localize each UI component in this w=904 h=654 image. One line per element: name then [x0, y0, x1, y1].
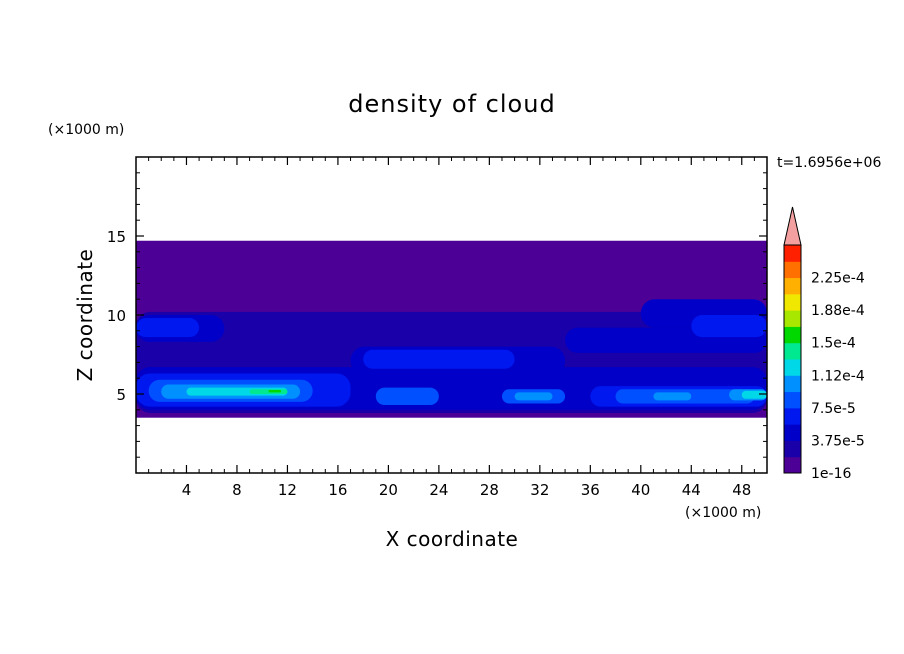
colorbar-segment-11	[784, 277, 801, 295]
x-axis-title: X coordinate	[386, 527, 519, 551]
x-tick-label: 32	[530, 481, 549, 499]
density-region-21	[741, 390, 767, 399]
chart-title: density of cloud	[348, 90, 555, 118]
x-tick-label: 20	[379, 481, 398, 499]
density-region-9	[363, 349, 515, 369]
y-tick-label: 10	[107, 307, 126, 325]
colorbar-segment-10	[784, 293, 801, 311]
density-region-13	[375, 387, 439, 406]
y-unit-label: (×1000 m)	[48, 122, 124, 138]
colorbar-label: 1.88e-4	[811, 303, 865, 319]
density-region-11	[691, 315, 767, 338]
density-region-18	[653, 392, 692, 401]
density-region-23	[268, 390, 282, 393]
x-tick-label: 28	[480, 481, 499, 499]
x-tick-label: 16	[328, 481, 347, 499]
colorbar-segment-13	[784, 245, 801, 262]
x-tick-label: 48	[732, 481, 751, 499]
density-region-8	[136, 318, 200, 338]
colorbar-segment-5	[784, 375, 801, 393]
x-tick-label: 12	[278, 481, 297, 499]
colorbar-segment-0	[784, 456, 801, 474]
time-label: t=1.6956e+06	[777, 155, 881, 171]
y-tick-label: 15	[107, 228, 126, 246]
colorbar-segment-8	[784, 326, 801, 344]
colorbar-label: 1.5e-4	[811, 336, 856, 352]
colorbar-segment-7	[784, 342, 801, 360]
colorbar-segment-2	[784, 424, 801, 441]
x-axis: 4 8 12 16 20 24 28 32 36 40 44 48	[148, 157, 755, 499]
colorbar-segment-3	[784, 407, 801, 425]
colorbar-label: 1.12e-4	[811, 368, 865, 384]
x-tick-label: 4	[182, 481, 192, 499]
x-tick-label: 8	[232, 481, 242, 499]
x-tick-label: 24	[429, 481, 448, 499]
colorbar-segment-12	[784, 261, 801, 279]
y-tick-label: 5	[116, 386, 126, 404]
colorbar-overflow-arrow	[783, 206, 802, 246]
x-tick-label: 44	[682, 481, 701, 499]
colorbar-label: 2.25e-4	[811, 271, 865, 287]
colorbar-segment-9	[784, 310, 801, 327]
colorbar: 1e-16 3.75e-5 7.5e-5 1.12e-4 1.5e-4 1.88e-4 2.…	[783, 206, 865, 482]
colorbar-segment-1	[784, 440, 801, 458]
colorbar-label: 7.5e-5	[811, 401, 856, 417]
colorbar-segment-6	[784, 359, 801, 376]
colorbar-segment-4	[784, 391, 801, 409]
density-region-22	[249, 389, 288, 394]
colorbar-label: 1e-16	[811, 466, 851, 482]
x-tick-label: 40	[631, 481, 650, 499]
colorbar-label: 3.75e-5	[811, 433, 865, 449]
x-tick-label: 36	[581, 481, 600, 499]
y-axis-title: Z coordinate	[73, 249, 97, 382]
x-unit-label: (×1000 m)	[685, 505, 761, 521]
colorbar-frame	[783, 244, 802, 474]
density-region-17	[514, 392, 553, 401]
heatmap-fill	[136, 240, 767, 418]
y-axis: 5 10 15	[107, 172, 767, 458]
